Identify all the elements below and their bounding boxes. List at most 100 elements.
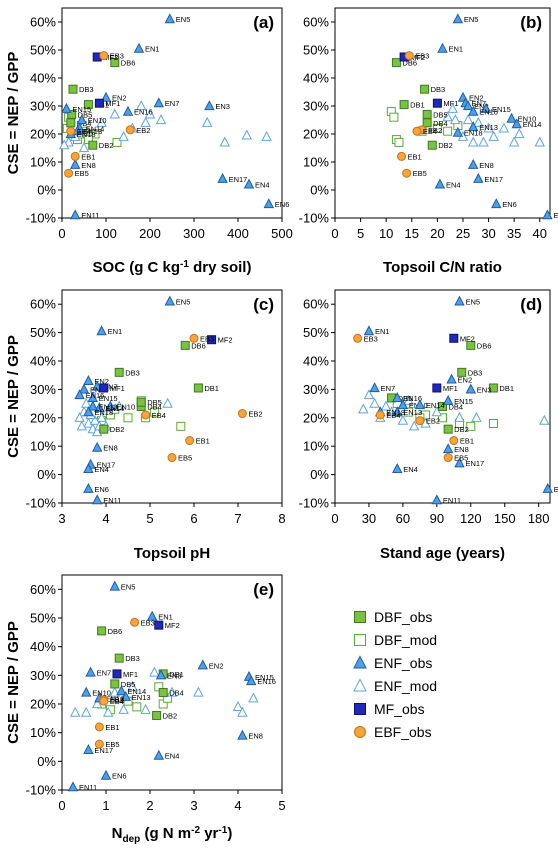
point-label: EN8 <box>479 161 494 170</box>
data-point-enf-obs <box>74 389 85 400</box>
x-tick-label: 100 <box>95 226 117 241</box>
y-tick-label: 0% <box>37 467 56 482</box>
point-label: DB2 <box>454 425 469 434</box>
panel-c: -10% 0% 10% 20% 30% 40% 50% 60% 3 4 5 6 7 8 (c) Topsoil… <box>5 289 286 562</box>
point-label: EN8 <box>103 444 118 453</box>
data-point-dbf-obs <box>97 626 107 636</box>
data-point-enf-mod <box>140 703 151 714</box>
data-point-enf-obs <box>467 121 479 132</box>
y-tick-label: 40% <box>30 354 56 369</box>
x-tick-label: 40 <box>533 226 547 241</box>
point-label: EN3 <box>215 102 230 111</box>
data-point-dbf-obs <box>68 84 78 94</box>
data-point-dbf-obs <box>114 653 124 663</box>
point-label: EN10 <box>116 402 135 411</box>
data-point-enf-obs <box>511 118 522 129</box>
data-point-dbf-obs <box>110 679 120 689</box>
data-point-dbf-obs <box>83 100 93 110</box>
plot-frame <box>61 289 283 504</box>
x-tick-label: 120 <box>460 511 482 526</box>
x-tick-label: 20 <box>430 226 444 241</box>
data-point-dbf-obs <box>66 118 76 128</box>
data-point-dbf-obs <box>488 383 498 393</box>
point-label: EN17 <box>484 175 503 184</box>
point-label: DB5 <box>398 394 413 403</box>
data-point-ebf-obs <box>64 168 74 178</box>
point-label: DB6 <box>402 59 417 68</box>
data-point-dbf-mod <box>90 129 100 139</box>
data-point-ebf-obs <box>66 126 76 136</box>
data-point-enf-obs <box>146 610 158 621</box>
point-label: EN1 <box>449 45 464 54</box>
point-label: EN8 <box>248 732 263 741</box>
data-point-enf-obs <box>116 685 127 696</box>
point-label: EN11 <box>443 496 461 505</box>
data-point-enf-obs <box>442 394 454 405</box>
data-point-enf-obs <box>237 729 248 740</box>
data-point-enf-mod <box>58 139 70 150</box>
y-tick-label: 10% <box>303 439 329 454</box>
data-point-ebf-obs <box>443 453 453 463</box>
point-label: EN18 <box>77 130 96 139</box>
data-point-enf-obs <box>69 209 81 220</box>
point-label: DB3 <box>468 368 483 377</box>
point-label: EN2 <box>458 375 473 384</box>
data-point-enf-obs <box>437 42 448 53</box>
point-label: MF2 <box>218 336 233 345</box>
data-point-ebf-obs <box>397 151 407 161</box>
data-point-mf-obs <box>432 98 442 108</box>
point-label: EN10 <box>518 115 537 124</box>
point-label: DB2 <box>163 711 178 720</box>
point-label: EN16 <box>479 108 498 117</box>
data-point-enf-obs <box>69 158 81 169</box>
data-point-enf-mod <box>89 414 101 425</box>
data-point-enf-mod <box>118 703 129 714</box>
point-label: DB5 <box>78 110 93 119</box>
x-tick-label: 5 <box>146 511 153 526</box>
point-label: EN3 <box>477 385 492 394</box>
data-point-enf-mod <box>232 700 244 711</box>
point-label: EN3 <box>474 102 489 111</box>
x-tick-label: 150 <box>494 511 516 526</box>
y-tick-label: 0% <box>37 754 56 769</box>
point-label: MF1 <box>443 384 458 393</box>
data-point-ebf-obs <box>189 333 199 343</box>
y-tick-label: -10% <box>26 496 57 511</box>
point-label: EB2 <box>136 126 150 135</box>
point-label: EB4 <box>77 127 91 136</box>
y-tick-label: -10% <box>26 211 57 226</box>
data-point-dbf-obs <box>391 58 401 68</box>
data-point-enf-mod <box>80 397 92 408</box>
point-label: EN1 <box>108 327 123 336</box>
y-tick-label: 60% <box>30 582 56 597</box>
data-point-enf-obs <box>109 580 121 591</box>
data-point-enf-mod <box>514 128 525 139</box>
point-label: DB3 <box>125 368 140 377</box>
point-label: EN17 <box>94 746 113 755</box>
legend-marker-dbf-obs <box>354 611 366 623</box>
x-tick-label: 4 <box>234 798 241 813</box>
panel-label: (b) <box>520 13 542 32</box>
point-label: DB4 <box>433 119 448 128</box>
point-label: MF1 <box>443 99 458 108</box>
point-label: EN4 <box>446 180 461 189</box>
data-point-mf-obs <box>154 620 164 630</box>
point-label: EN7 <box>472 99 487 108</box>
y-tick-label: 50% <box>303 43 329 58</box>
data-point-enf-mod <box>162 397 173 408</box>
data-point-mf-obs <box>449 333 459 343</box>
data-point-ebf-obs <box>141 410 151 420</box>
data-point-enf-obs <box>434 178 446 189</box>
data-point-enf-obs <box>446 373 457 384</box>
data-point-ebf-obs <box>130 617 140 627</box>
y-tick-label: 40% <box>303 354 329 369</box>
data-point-dbf-mod <box>149 407 159 417</box>
y-tick-label: 40% <box>30 639 56 654</box>
point-label: EN15 <box>72 105 91 114</box>
data-point-enf-mod <box>369 397 380 408</box>
data-point-enf-mod <box>488 130 499 141</box>
point-label: DB2 <box>438 141 453 150</box>
data-point-enf-obs <box>91 441 103 452</box>
panels: -10%0%10%20%30%40%50%60%0 100 200 300 400 500… <box>5 7 558 845</box>
data-point-enf-obs <box>120 690 132 701</box>
